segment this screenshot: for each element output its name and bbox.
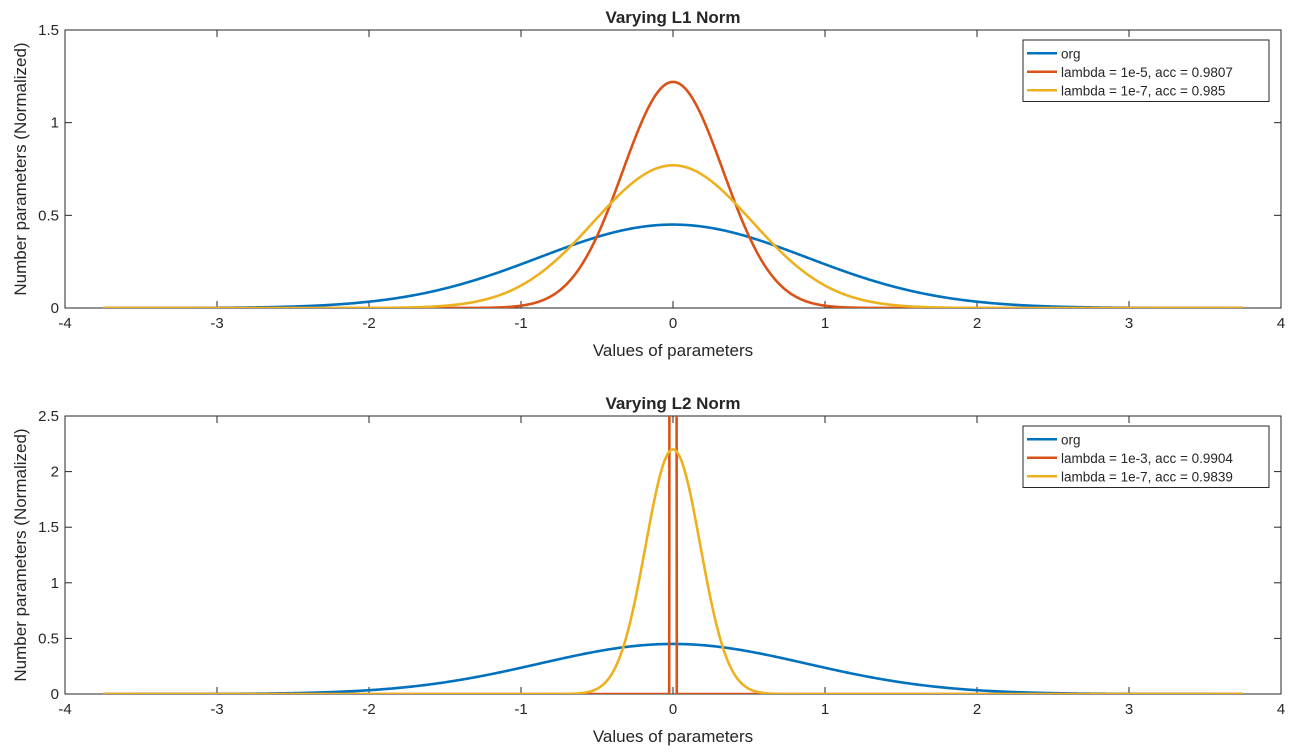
x-tick-label: -1 <box>514 315 527 332</box>
x-axis-label: Values of parameters <box>593 341 753 360</box>
chart-2: -4 -3 -2 -1 0 1 2 3 4 0 0.5 1 1.5 2 2.5 Varying L2 Norm… <box>11 394 1285 746</box>
x-tick-label: -4 <box>58 315 71 332</box>
series-line-3 <box>102 163 1244 308</box>
x-tick-label: 2 <box>973 701 981 718</box>
x-tick-label: 0 <box>669 701 677 718</box>
legend-entry: org <box>1061 46 1081 61</box>
chart-1: -4 -3 -2 -1 0 1 2 3 4 0 0.5 1 1.5 Varying L1 Norm Valu… <box>11 8 1285 360</box>
x-tick-label: -1 <box>514 701 527 718</box>
legend: org lambda = 1e-5, acc = 0.9807 lambda = 1… <box>1022 39 1270 102</box>
x-tick-label: 4 <box>1277 315 1285 332</box>
y-tick-label: 0 <box>51 686 59 703</box>
series-line-2 <box>102 80 1244 308</box>
legend-entry: lambda = 1e-7, acc = 0.9839 <box>1061 469 1233 484</box>
y-tick-label: 2.5 <box>38 408 59 425</box>
chart-title: Varying L2 Norm <box>605 394 740 413</box>
y-tick-label: 1.5 <box>38 519 59 536</box>
x-tick-label: 3 <box>1125 701 1133 718</box>
y-tick-label: 1 <box>51 575 59 592</box>
x-tick-label: -3 <box>210 701 223 718</box>
chart-title: Varying L1 Norm <box>605 8 740 27</box>
series-line-1 <box>102 223 1244 308</box>
x-tick-label: -2 <box>362 315 375 332</box>
y-axis-label: Number parameters (Normalized) <box>11 42 30 295</box>
y-tick-label: 0 <box>51 300 59 317</box>
legend-entry: lambda = 1e-5, acc = 0.9807 <box>1061 65 1233 80</box>
x-axis-label: Values of parameters <box>593 727 753 746</box>
x-tick-label: -2 <box>362 701 375 718</box>
y-tick-label: 0.5 <box>38 630 59 647</box>
y-tick-label: 0.5 <box>38 207 59 224</box>
legend-entry: lambda = 1e-3, acc = 0.9904 <box>1061 451 1233 466</box>
y-tick-label: 2 <box>51 464 59 481</box>
x-tick-label: 1 <box>821 315 829 332</box>
legend-entry: lambda = 1e-7, acc = 0.985 <box>1061 83 1225 98</box>
x-tick-label: 2 <box>973 315 981 332</box>
x-tick-label: 3 <box>1125 315 1133 332</box>
x-tick-label: 1 <box>821 701 829 718</box>
series-line-3 <box>102 448 1244 694</box>
legend-entry: org <box>1061 432 1081 447</box>
y-tick-label: 1 <box>51 115 59 132</box>
x-tick-label: -3 <box>210 315 223 332</box>
y-tick-label: 1.5 <box>38 22 59 39</box>
x-tick-label: 0 <box>669 315 677 332</box>
y-axis-label: Number parameters (Normalized) <box>11 428 30 681</box>
legend: org lambda = 1e-3, acc = 0.9904 lambda = 1… <box>1022 425 1270 488</box>
legend-box <box>1022 425 1270 488</box>
x-tick-label: 4 <box>1277 701 1285 718</box>
legend-box <box>1022 39 1270 102</box>
x-tick-label: -4 <box>58 701 71 718</box>
